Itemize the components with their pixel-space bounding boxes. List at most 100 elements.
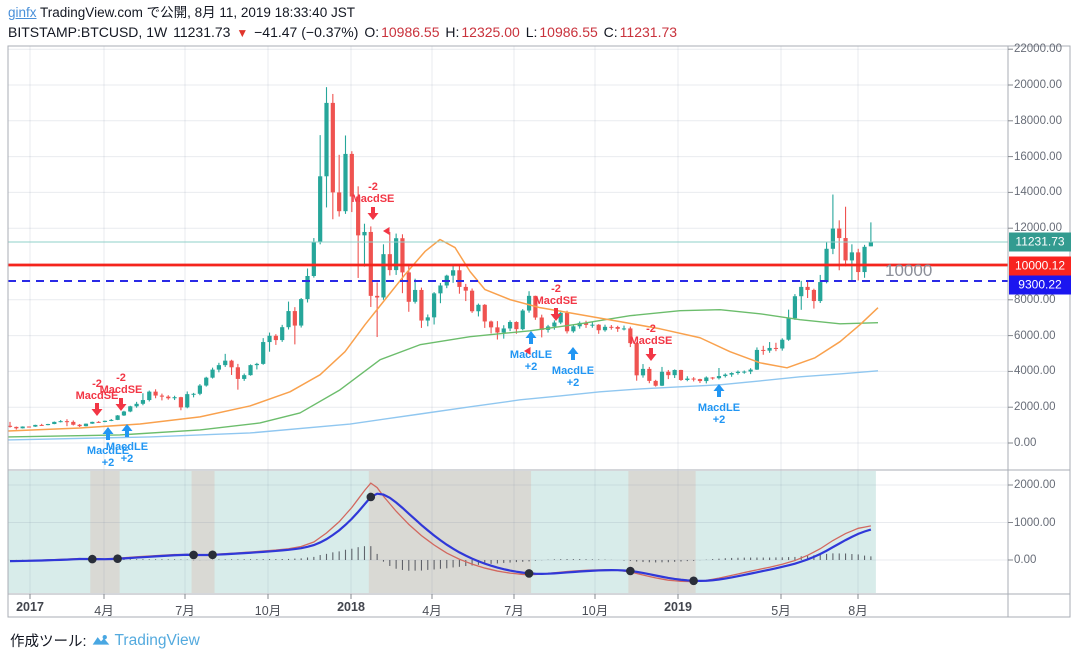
candle-body <box>666 371 671 376</box>
sell-arrow-icon <box>115 398 127 411</box>
time-axis-label: 2017 <box>16 600 44 614</box>
sell-arrow-icon <box>645 348 657 361</box>
candle-body <box>526 295 532 311</box>
candle-body <box>520 310 525 330</box>
price-pane: 10000-2MacdSE-2MacdSEMacdLE+2MacdLE+2-2M… <box>8 46 1008 470</box>
candle-body <box>102 420 108 422</box>
ohlc-open-label: O: <box>364 24 380 40</box>
sell-arrow-icon <box>367 207 379 220</box>
price-axis-label: 18000.00 <box>1014 114 1062 127</box>
candle-body <box>577 322 582 327</box>
candle-body <box>71 421 76 425</box>
candle-body <box>77 424 82 427</box>
macd-short-entry-label: -2 <box>368 181 378 193</box>
hline-price-label: 10000 <box>885 261 932 280</box>
time-axis-label: 4月 <box>94 604 114 618</box>
candle-body <box>419 289 424 321</box>
buy-arrow-icon <box>102 427 114 440</box>
candle-body <box>223 360 228 366</box>
candle-body <box>697 379 703 382</box>
tradingview-brand-link[interactable]: TradingView <box>114 631 200 649</box>
candle-body <box>311 241 316 276</box>
candle-body <box>672 369 677 376</box>
symbol-name: BITSTAMP:BTCUSD, 1W <box>8 24 168 40</box>
candle-body <box>83 423 89 427</box>
candle-body <box>514 321 519 330</box>
candle-body <box>210 369 215 378</box>
price-badge: 10000.12 <box>1009 256 1071 276</box>
candle-body <box>343 153 348 212</box>
candle-body <box>602 326 608 331</box>
candle-body <box>39 424 44 426</box>
candle-body <box>469 290 475 312</box>
price-axis-label: 16000.00 <box>1014 150 1062 163</box>
macd-short-entry-label: MacdSE <box>76 390 119 402</box>
candle-body <box>596 324 601 331</box>
candle-body <box>488 321 494 328</box>
candle-body <box>292 311 297 326</box>
tradingview-logo-icon <box>92 635 109 645</box>
macd-axis-label: 2000.00 <box>1014 479 1056 491</box>
candle-body <box>413 289 418 302</box>
ohlc-high-label: H: <box>445 24 460 40</box>
crossover-dot <box>208 550 217 560</box>
candle-body <box>381 254 386 298</box>
candle-body <box>539 317 544 330</box>
candle-body <box>799 286 804 297</box>
macd-short-entry-label: MacdSE <box>352 193 395 205</box>
candle-body <box>457 270 462 287</box>
crossover-dot <box>366 492 376 502</box>
macd-long-entry-label: MacdLE <box>552 365 594 377</box>
publish-info: TradingView.com で公開, 8月 11, 2019 18:33:4… <box>36 5 355 20</box>
macd-short-entry-label: -2 <box>551 283 561 295</box>
ma-orange-line <box>8 238 879 432</box>
ohlc-high-value: 12325.00 <box>461 24 520 40</box>
candle-body <box>299 299 304 326</box>
candle-body <box>438 285 443 294</box>
time-axis-label: 10月 <box>254 604 282 618</box>
candle-body <box>843 238 848 261</box>
author-link[interactable]: ginfx <box>8 5 37 20</box>
candle-body <box>792 296 798 319</box>
macd-long-entry-label: MacdLE <box>698 402 740 414</box>
down-triangle-icon: ▼ <box>236 26 249 40</box>
candle-body <box>254 363 259 366</box>
candle-body <box>45 424 51 426</box>
candle-body <box>356 196 361 236</box>
candle-body <box>261 342 266 364</box>
short-position-background <box>628 471 696 593</box>
candle-body <box>394 238 399 271</box>
candle-body <box>229 360 234 368</box>
buy-arrow-icon <box>525 331 537 344</box>
short-position-background <box>191 471 215 593</box>
candle-body <box>337 192 342 212</box>
price-axis-label: 22000.00 <box>1014 43 1062 56</box>
candle-body <box>691 378 696 380</box>
price-change: −41.47 (−0.37%) <box>254 24 359 40</box>
candle-body <box>400 238 405 273</box>
price-axis-label: 8000.00 <box>1014 293 1056 306</box>
candle-body <box>197 385 202 394</box>
candle-body <box>609 326 614 328</box>
ma-lightblue-line <box>8 370 879 441</box>
candle-body <box>375 295 380 298</box>
candle-body <box>140 400 146 404</box>
candle-body <box>501 328 506 333</box>
candle-body <box>729 373 734 375</box>
candle-body <box>862 246 867 273</box>
price-axis-label: 0.00 <box>1014 437 1037 449</box>
crossover-dot <box>689 576 698 586</box>
price-badge: 9300.22 <box>1009 275 1071 295</box>
candle-body <box>583 322 589 325</box>
candle-body <box>387 254 392 271</box>
candle-body <box>26 426 32 428</box>
candle-body <box>121 411 127 416</box>
candle-body <box>153 391 158 396</box>
candle-body <box>52 421 57 425</box>
time-axis-label: 5月 <box>771 604 791 618</box>
candle-body <box>811 289 817 302</box>
sell-arrow-icon <box>550 308 562 321</box>
candle-body <box>723 374 728 377</box>
